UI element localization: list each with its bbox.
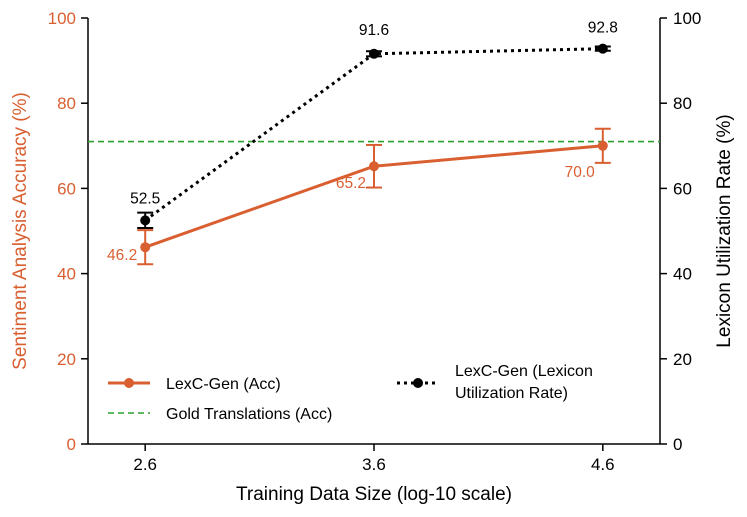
legend-lexicon-label-line1: LexC-Gen (Lexicon bbox=[455, 363, 593, 380]
lexicon-rate-point bbox=[369, 48, 379, 59]
right-axis-title: Lexicon Utilization Rate (%) bbox=[714, 114, 735, 347]
left-tick-label: 0 bbox=[67, 435, 76, 454]
left-tick-label: 100 bbox=[48, 9, 76, 28]
axes-group: 0 20 40 60 80 100 0 20 40 60 80 100 2.6 3.6 4.6 Trainin… bbox=[10, 9, 735, 505]
legend-acc-marker bbox=[124, 378, 134, 388]
right-tick-label: 60 bbox=[673, 179, 692, 198]
legend-lexicon-marker bbox=[413, 378, 423, 388]
lexicon-rate-point bbox=[597, 43, 608, 54]
acc-data-label: 65.2 bbox=[336, 175, 366, 192]
acc-point bbox=[140, 242, 151, 253]
legend-acc-label: LexC-Gen (Acc) bbox=[166, 376, 281, 393]
series-group bbox=[137, 43, 611, 266]
x-tick-label: 3.6 bbox=[362, 455, 386, 474]
left-tick-label: 40 bbox=[57, 265, 76, 284]
left-tick-label: 20 bbox=[57, 350, 76, 369]
acc-point bbox=[597, 140, 608, 151]
right-tick-label: 40 bbox=[673, 265, 692, 284]
lexicon-rate-series-line bbox=[144, 47, 603, 222]
lexicon-rate-data-label: 91.6 bbox=[359, 22, 389, 39]
lexicon-rate-point bbox=[140, 215, 151, 226]
data-labels-group: 46.2 65.2 70.0 52.5 91.6 92.8 bbox=[107, 20, 618, 265]
legend-lexicon-label-line2: Utilization Rate) bbox=[455, 385, 568, 402]
right-tick-label: 100 bbox=[673, 9, 701, 28]
acc-data-label: 46.2 bbox=[107, 247, 137, 264]
lexicon-rate-data-label: 52.5 bbox=[130, 190, 160, 207]
left-axis-title: Sentiment Analysis Accuracy (%) bbox=[10, 92, 31, 370]
left-tick-label: 80 bbox=[57, 94, 76, 113]
x-tick-label: 4.6 bbox=[591, 455, 615, 474]
acc-data-label: 70.0 bbox=[565, 164, 596, 181]
x-tick-label: 2.6 bbox=[133, 455, 157, 474]
left-tick-label: 60 bbox=[57, 179, 76, 198]
legend: LexC-Gen (Acc) Gold Translations (Acc) Lex… bbox=[108, 363, 593, 423]
lexicon-rate-data-label: 92.8 bbox=[588, 20, 618, 37]
x-axis-title: Training Data Size (log-10 scale) bbox=[236, 484, 512, 505]
right-tick-label: 20 bbox=[673, 350, 692, 369]
legend-gold-label: Gold Translations (Acc) bbox=[166, 406, 332, 423]
right-tick-label: 80 bbox=[673, 94, 692, 113]
right-tick-label: 0 bbox=[673, 435, 682, 454]
acc-point bbox=[369, 161, 379, 172]
